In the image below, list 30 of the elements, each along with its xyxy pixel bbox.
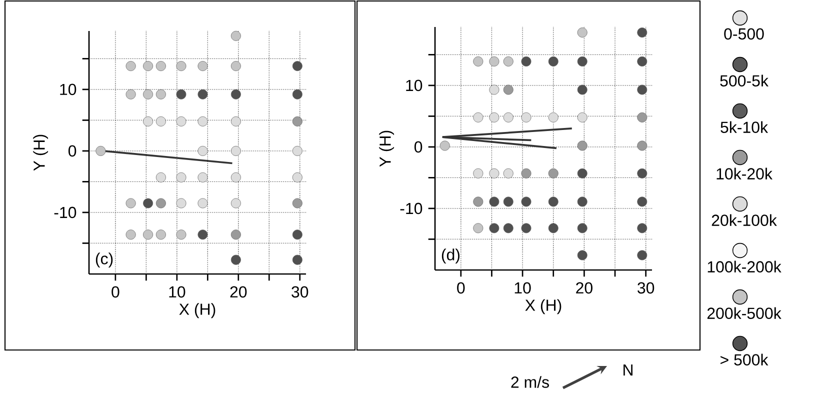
x-tick-label: 0 — [457, 282, 465, 294]
y-tick-label: 0 — [414, 141, 422, 153]
x-tick-label: 30 — [638, 282, 654, 294]
x-axis-title: X (H) — [525, 299, 562, 314]
x-tick-label: 30 — [292, 286, 308, 298]
y-tick-label: 10 — [406, 80, 422, 92]
legend-label: > 500k — [720, 354, 768, 366]
x-axis-title: X (H) — [179, 303, 216, 318]
x-tick-label: 10 — [514, 282, 531, 294]
annotation: (d) — [442, 248, 460, 264]
y-axis-title: Y (H) — [379, 130, 394, 167]
x-tick-label: 20 — [230, 286, 247, 298]
y-tick-label: -10 — [400, 202, 422, 214]
legend-label: 5k-10k — [720, 121, 768, 133]
text: N — [624, 364, 632, 376]
legend-label: 10k-20k — [716, 168, 772, 180]
y-tick-label: -10 — [54, 206, 76, 218]
x-tick-label: 20 — [576, 282, 592, 294]
x-tick-label: 10 — [169, 286, 186, 298]
text: 2 m/s — [511, 376, 549, 388]
y-axis-title: Y (H) — [33, 134, 48, 171]
x-tick-label: 0 — [112, 286, 120, 298]
legend-label: 0-500 — [724, 28, 764, 40]
legend-label: 100k-200k — [708, 260, 782, 272]
legend-label: 500-5k — [720, 74, 768, 87]
legend-label: 20k-100k — [712, 214, 777, 226]
legend-label: 200k-500k — [707, 307, 782, 319]
y-tick-label: 0 — [68, 145, 76, 157]
y-tick-label: 10 — [60, 84, 76, 96]
annotation: (c) — [96, 252, 113, 268]
